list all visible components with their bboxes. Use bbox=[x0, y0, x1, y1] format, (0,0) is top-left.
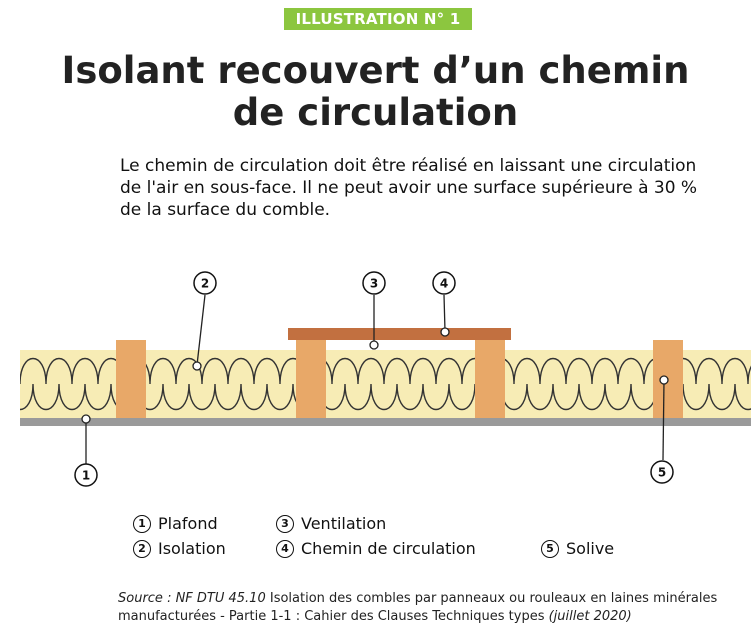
title-line-1: Isolant recouvert d’un chemin bbox=[61, 49, 690, 92]
callout-anchor bbox=[440, 327, 450, 337]
callout-anchor bbox=[659, 375, 669, 385]
svg-text:2: 2 bbox=[201, 277, 209, 291]
source-date: (juillet 2020) bbox=[548, 609, 632, 624]
svg-text:5: 5 bbox=[658, 466, 666, 480]
walkway-board bbox=[288, 328, 511, 340]
svg-text:1: 1 bbox=[82, 469, 90, 483]
source-line-1: Isolation des combles par panneaux ou ro… bbox=[265, 591, 718, 606]
callout-anchor bbox=[369, 340, 379, 350]
legend-item-isolation: 2 Isolation bbox=[133, 539, 226, 558]
legend-number: 4 bbox=[276, 539, 294, 558]
description-line-1: Le chemin de circulation doit être réali… bbox=[120, 156, 697, 176]
legend-label: Solive bbox=[566, 539, 615, 558]
legend-item-chemin: 4 Chemin de circulation bbox=[276, 539, 476, 558]
source-citation: Source : NF DTU 45.10 Isolation des comb… bbox=[118, 590, 748, 626]
legend-item-plafond: 1 Plafond bbox=[133, 514, 218, 533]
callout-5: 5 bbox=[650, 460, 674, 484]
insulation-layer bbox=[20, 350, 751, 418]
legend-number: 5 bbox=[541, 539, 559, 558]
description-line-3: de la surface du comble. bbox=[120, 200, 331, 220]
legend-number: 3 bbox=[276, 514, 294, 533]
callout-1: 1 bbox=[74, 463, 98, 487]
joist bbox=[296, 340, 326, 418]
svg-text:4: 4 bbox=[440, 277, 448, 291]
page-title: Isolant recouvert d’un chemin de circula… bbox=[0, 50, 751, 134]
legend-number: 2 bbox=[133, 539, 151, 558]
callout-anchor bbox=[81, 414, 91, 424]
source-line-2: manufacturées - Partie 1-1 : Cahier des … bbox=[118, 609, 549, 624]
legend-label: Ventilation bbox=[301, 514, 387, 533]
description: Le chemin de circulation doit être réali… bbox=[120, 155, 720, 221]
illustration-tag: ILLUSTRATION N° 1 bbox=[284, 8, 472, 30]
source-prefix: Source : NF DTU 45.10 bbox=[118, 591, 266, 606]
ceiling-plate bbox=[20, 417, 751, 426]
title-line-2: de circulation bbox=[232, 91, 519, 134]
joist bbox=[116, 340, 146, 418]
callout-2: 2 bbox=[193, 271, 217, 295]
description-line-2: de l'air en sous-face. Il ne peut avoir … bbox=[120, 178, 698, 198]
callout-3: 3 bbox=[362, 271, 386, 295]
legend-item-solive: 5 Solive bbox=[541, 539, 614, 558]
legend-label: Isolation bbox=[158, 539, 226, 558]
legend-item-ventilation: 3 Ventilation bbox=[276, 514, 386, 533]
legend-label: Chemin de circulation bbox=[301, 539, 476, 558]
callout-4: 4 bbox=[432, 271, 456, 295]
legend-label: Plafond bbox=[158, 514, 218, 533]
svg-text:3: 3 bbox=[370, 277, 378, 291]
joist bbox=[475, 340, 505, 418]
legend-number: 1 bbox=[133, 514, 151, 533]
callout-anchor bbox=[192, 361, 202, 371]
